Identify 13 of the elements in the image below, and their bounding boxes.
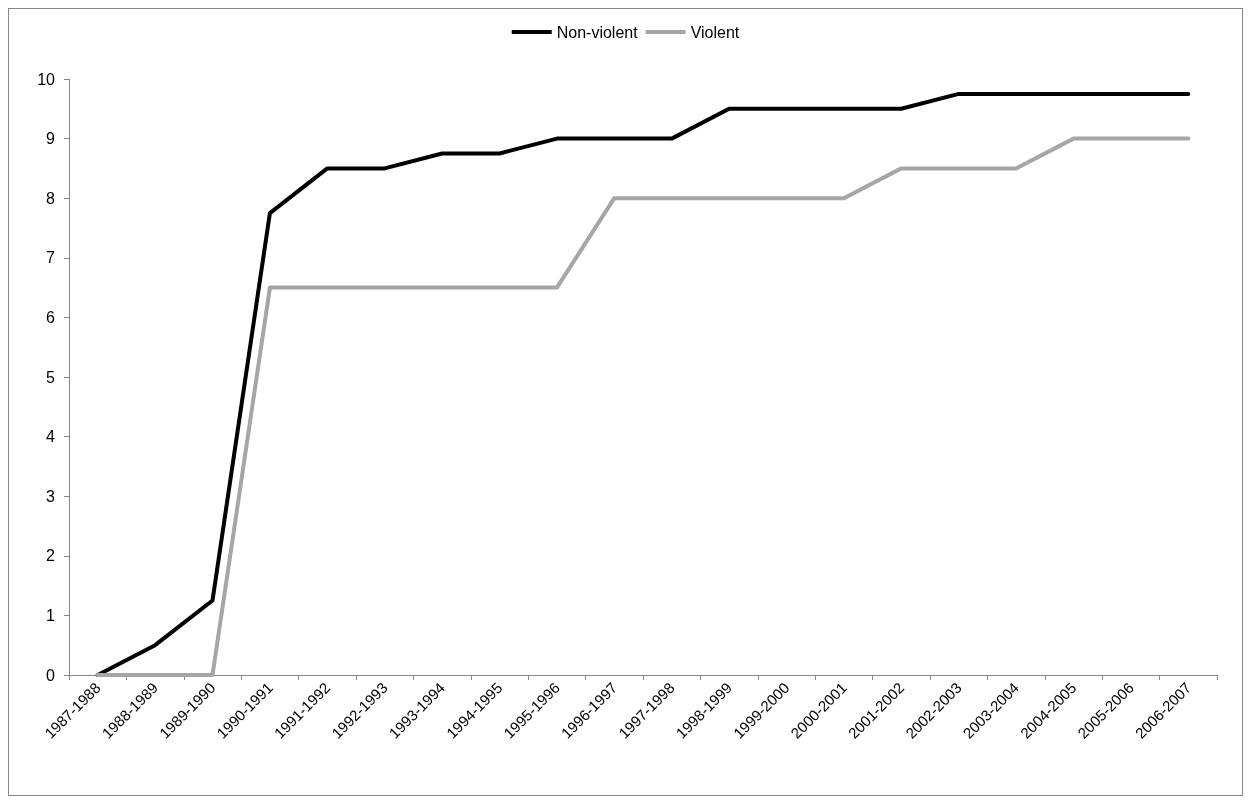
y-tick-label: 6 [46, 308, 56, 326]
y-tick-label: 3 [46, 487, 56, 505]
y-tick-label: 1 [46, 606, 56, 624]
y-tick-label: 4 [46, 428, 56, 446]
y-tick-label: 2 [46, 547, 56, 565]
y-tick-label: 0 [46, 666, 56, 684]
y-tick-label: 8 [46, 189, 56, 207]
y-tick-label: 9 [46, 130, 56, 148]
legend-label: Non-violent [556, 23, 639, 41]
y-tick-label: 7 [46, 249, 56, 267]
legend-label: Violent [690, 23, 740, 41]
y-tick-label: 5 [46, 368, 56, 386]
y-tick-label: 10 [37, 70, 56, 88]
